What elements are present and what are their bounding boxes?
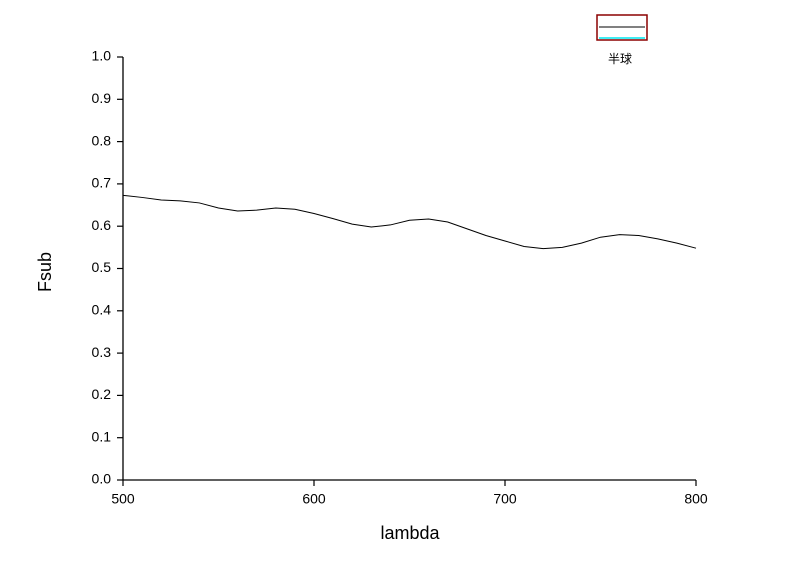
y-tick-label: 0.7 — [92, 175, 112, 191]
y-tick-label: 0.9 — [92, 90, 112, 106]
y-tick-label: 0.3 — [92, 344, 112, 360]
x-tick-label: 700 — [493, 491, 517, 507]
x-tick-label: 800 — [684, 491, 708, 507]
data-line — [122, 194, 697, 250]
legend-label: 半球 — [608, 52, 632, 66]
y-tick-label: 0.4 — [92, 302, 112, 318]
x-tick-label: 500 — [111, 491, 135, 507]
y-tick-label: 0.0 — [92, 471, 112, 487]
y-tick-label: 0.8 — [92, 132, 112, 148]
y-tick-label: 0.5 — [92, 259, 112, 275]
x-tick-label: 600 — [302, 491, 326, 507]
y-tick-label: 1.0 — [92, 48, 112, 64]
y-tick-label: 0.6 — [92, 217, 112, 233]
legend-box — [596, 14, 648, 41]
y-axis-label: Fsub — [35, 252, 55, 292]
y-tick-label: 0.2 — [92, 386, 112, 402]
x-axis-label: lambda — [380, 523, 440, 543]
y-tick-label: 0.1 — [92, 428, 112, 444]
